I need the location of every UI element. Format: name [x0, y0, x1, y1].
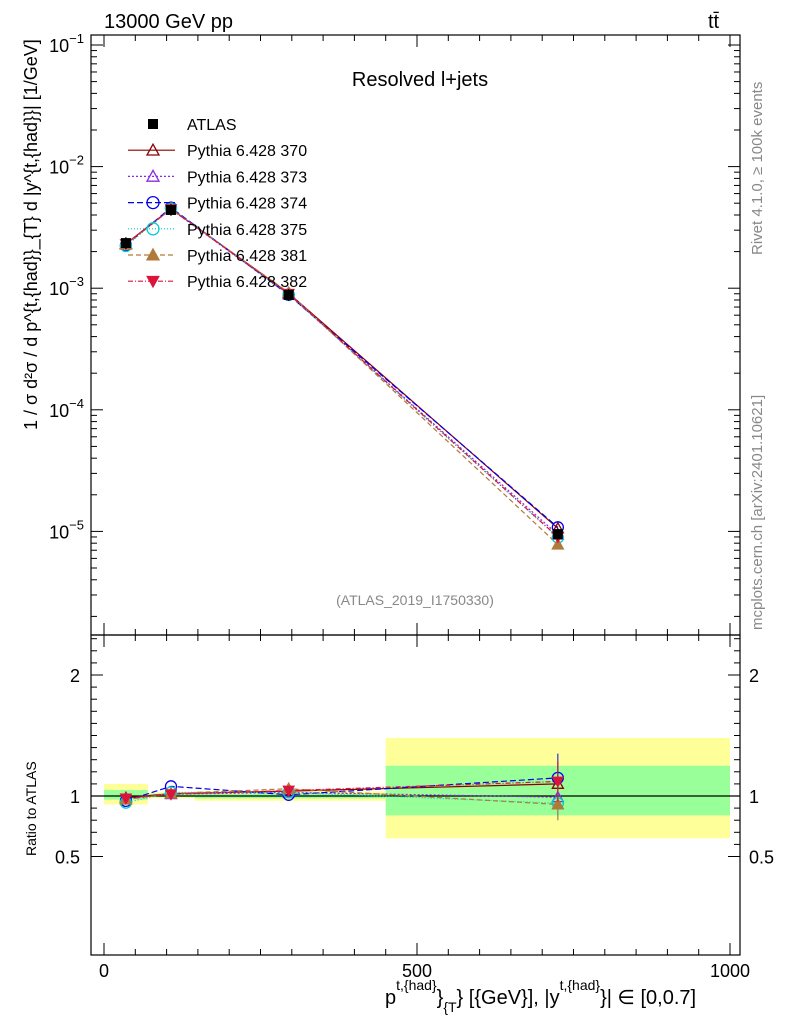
- legend-label-data: ATLAS: [187, 117, 237, 134]
- legend-marker-data: [148, 119, 158, 129]
- chart-title: Resolved l+jets: [352, 69, 488, 91]
- ratio-point-6: [282, 785, 296, 798]
- legend-label-2: Pythia 6.428 373: [187, 169, 307, 186]
- legend-label-5: Pythia 6.428 381: [187, 248, 307, 265]
- series-line-6: [125, 208, 559, 538]
- legend-marker-6: [146, 275, 160, 289]
- ratio-panel: 2 2 1 1 0.5 0.5 0 500 1000 Ratio to ATLAS pt,{ha…: [23, 634, 774, 1015]
- legend-marker-1: [145, 142, 161, 156]
- ratio-line-2: [125, 791, 558, 800]
- ratio-point-6: [119, 793, 133, 805]
- upper-ytick-label: 10−2: [49, 153, 84, 178]
- header-left: 13000 GeV pp: [104, 11, 233, 33]
- upper-ytick-label: 10−5: [49, 517, 84, 542]
- x-axis-label: pt,{had}}{T} [{GeV}], |yt,{had}}| ∈ [0,0…: [385, 977, 696, 1015]
- ratio-ytick-label-left: 0.5: [55, 848, 80, 868]
- y-axis-label: 1 / σ d²σ / d p^{t,{had}}_{T} d |y^{t,{h…: [21, 39, 42, 430]
- ratio-ytick-label-right: 0.5: [749, 848, 774, 868]
- legend-label-3: Pythia 6.428 374: [187, 196, 307, 213]
- ratio-point-6: [164, 789, 178, 801]
- legend-marker-4: [146, 222, 160, 236]
- legend-label-6: Pythia 6.428 382: [187, 274, 307, 291]
- ratio-ytick-label-left: 1: [70, 787, 80, 807]
- ratio-point-5: [551, 797, 565, 810]
- legend-marker-3: [146, 195, 160, 210]
- ratio-ytick-label-left: 2: [70, 666, 80, 686]
- xtick-label: 0: [99, 961, 109, 981]
- ratio-y-label: Ratio to ATLAS: [23, 761, 39, 856]
- ratio-line-5: [125, 788, 558, 806]
- upper-ytick-label: 10−4: [49, 396, 84, 421]
- upper-ytick-label: 10−1: [49, 31, 84, 56]
- series-line-5: [125, 208, 559, 545]
- ratio-ytick-label-right: 1: [749, 787, 759, 807]
- data-point: [283, 289, 294, 300]
- legend-label-1: Pythia 6.428 370: [187, 143, 307, 160]
- data-point: [165, 204, 176, 215]
- xtick-label: 1000: [710, 961, 750, 981]
- ratio-line-6: [125, 780, 558, 800]
- header-right: tt̄: [708, 11, 720, 33]
- data-point: [120, 238, 131, 249]
- analysis-tag: (ATLAS_2019_I1750330): [336, 592, 494, 608]
- legend-label-4: Pythia 6.428 375: [187, 222, 307, 239]
- upper-panel: 10−1 10−2 10−3 10−4 10−5 Resolved l+jets (AT…: [21, 31, 741, 636]
- series-point-5: [551, 537, 565, 550]
- upper-ytick-label: 10−3: [49, 274, 84, 299]
- legend-marker-2: [145, 169, 161, 182]
- data-point: [552, 529, 563, 540]
- ratio-point-6: [551, 776, 565, 789]
- xtick-label: 500: [402, 961, 432, 981]
- ratio-frame: [90, 634, 741, 956]
- ratio-ytick-label-right: 2: [749, 666, 759, 686]
- legend: ATLAS Pythia 6.428 370 Pythia 6.428 373 Pyt…: [128, 117, 307, 291]
- legend-marker-5: [145, 247, 161, 261]
- rivet-version-label: Rivet 4.1.0, ≥ 100k events: [749, 82, 766, 255]
- mcplots-label: mcplots.cern.ch [arXiv:2401.10621]: [749, 395, 766, 630]
